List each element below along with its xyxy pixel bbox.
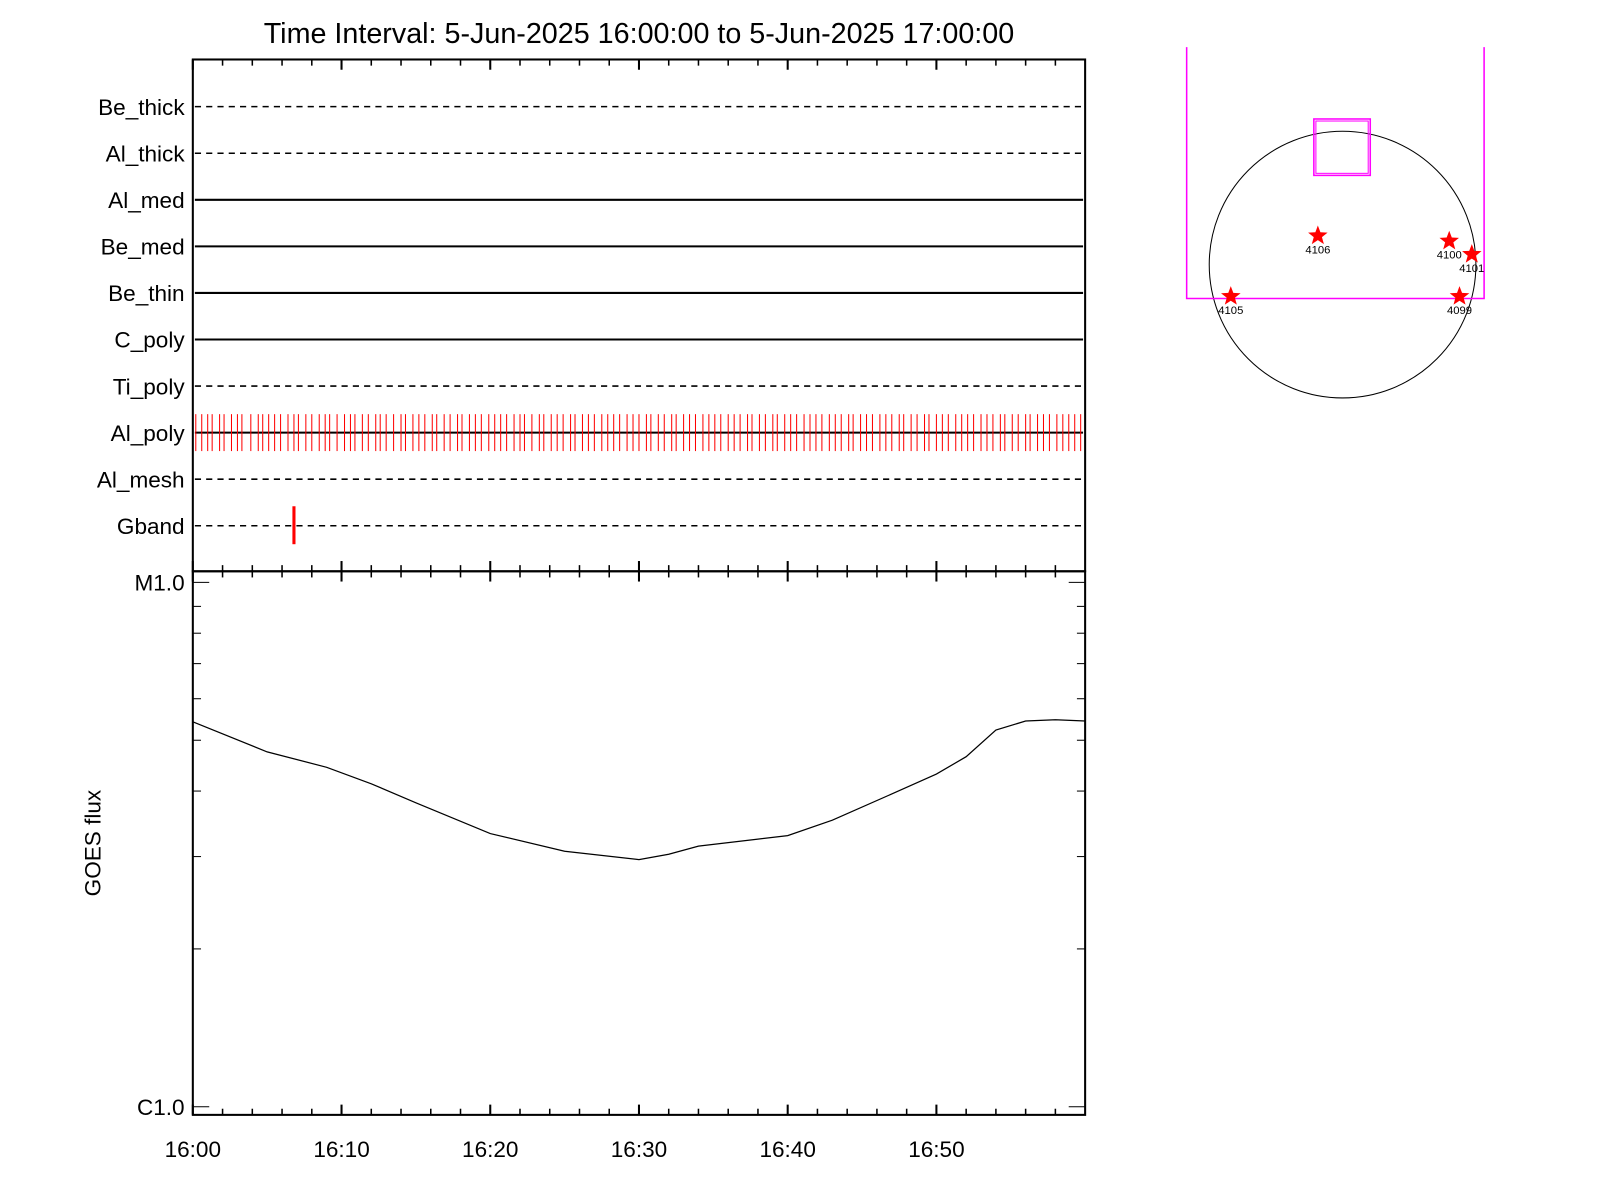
region-star	[1308, 225, 1328, 245]
zoom-box	[1313, 118, 1372, 177]
region-label: 4106	[1305, 244, 1330, 256]
region-star	[1449, 286, 1470, 305]
x-tick-label: 16:40	[759, 1137, 815, 1162]
x-tick-label: 16:10	[313, 1137, 369, 1162]
region-label: 4099	[1447, 305, 1472, 317]
region-label: 4101	[1459, 263, 1484, 275]
row-label: Al_thick	[106, 141, 186, 166]
region-star	[1439, 230, 1459, 250]
solar-disk	[1208, 130, 1477, 399]
x-tick-label: 16:00	[165, 1137, 221, 1162]
x-tick-label: 16:50	[908, 1137, 964, 1162]
goes-frame	[191, 570, 1087, 1116]
goes-curve	[192, 719, 1086, 861]
x-tick-label: 16:30	[611, 1137, 667, 1162]
x-tick-label: 16:20	[462, 1137, 518, 1162]
region-label: 4100	[1437, 249, 1462, 261]
region-star	[1462, 244, 1482, 263]
row-label: Be_thick	[98, 95, 185, 120]
row-label: Al_mesh	[97, 467, 185, 492]
timeline-frame	[191, 58, 1087, 573]
chart-title: Time Interval: 5-Jun-2025 16:00:00 to 5-…	[264, 18, 1015, 50]
row-label: C_poly	[114, 328, 185, 353]
row-label: Al_poly	[111, 421, 186, 446]
row-label: Al_med	[108, 188, 184, 213]
row-label: Be_med	[101, 235, 185, 260]
region-label: 4105	[1218, 305, 1243, 317]
sun-map	[1185, 47, 1485, 399]
row-label: Gband	[117, 514, 185, 539]
y-tick-label: M1.0	[134, 571, 184, 596]
row-label: Ti_poly	[113, 374, 186, 399]
fov-box	[1185, 47, 1485, 300]
y-tick-label: C1.0	[137, 1095, 185, 1120]
region-star	[1221, 286, 1241, 305]
row-label: Be_thin	[108, 281, 184, 306]
y-axis-label: GOES flux	[81, 789, 106, 896]
zoom-box-inner	[1315, 120, 1369, 174]
